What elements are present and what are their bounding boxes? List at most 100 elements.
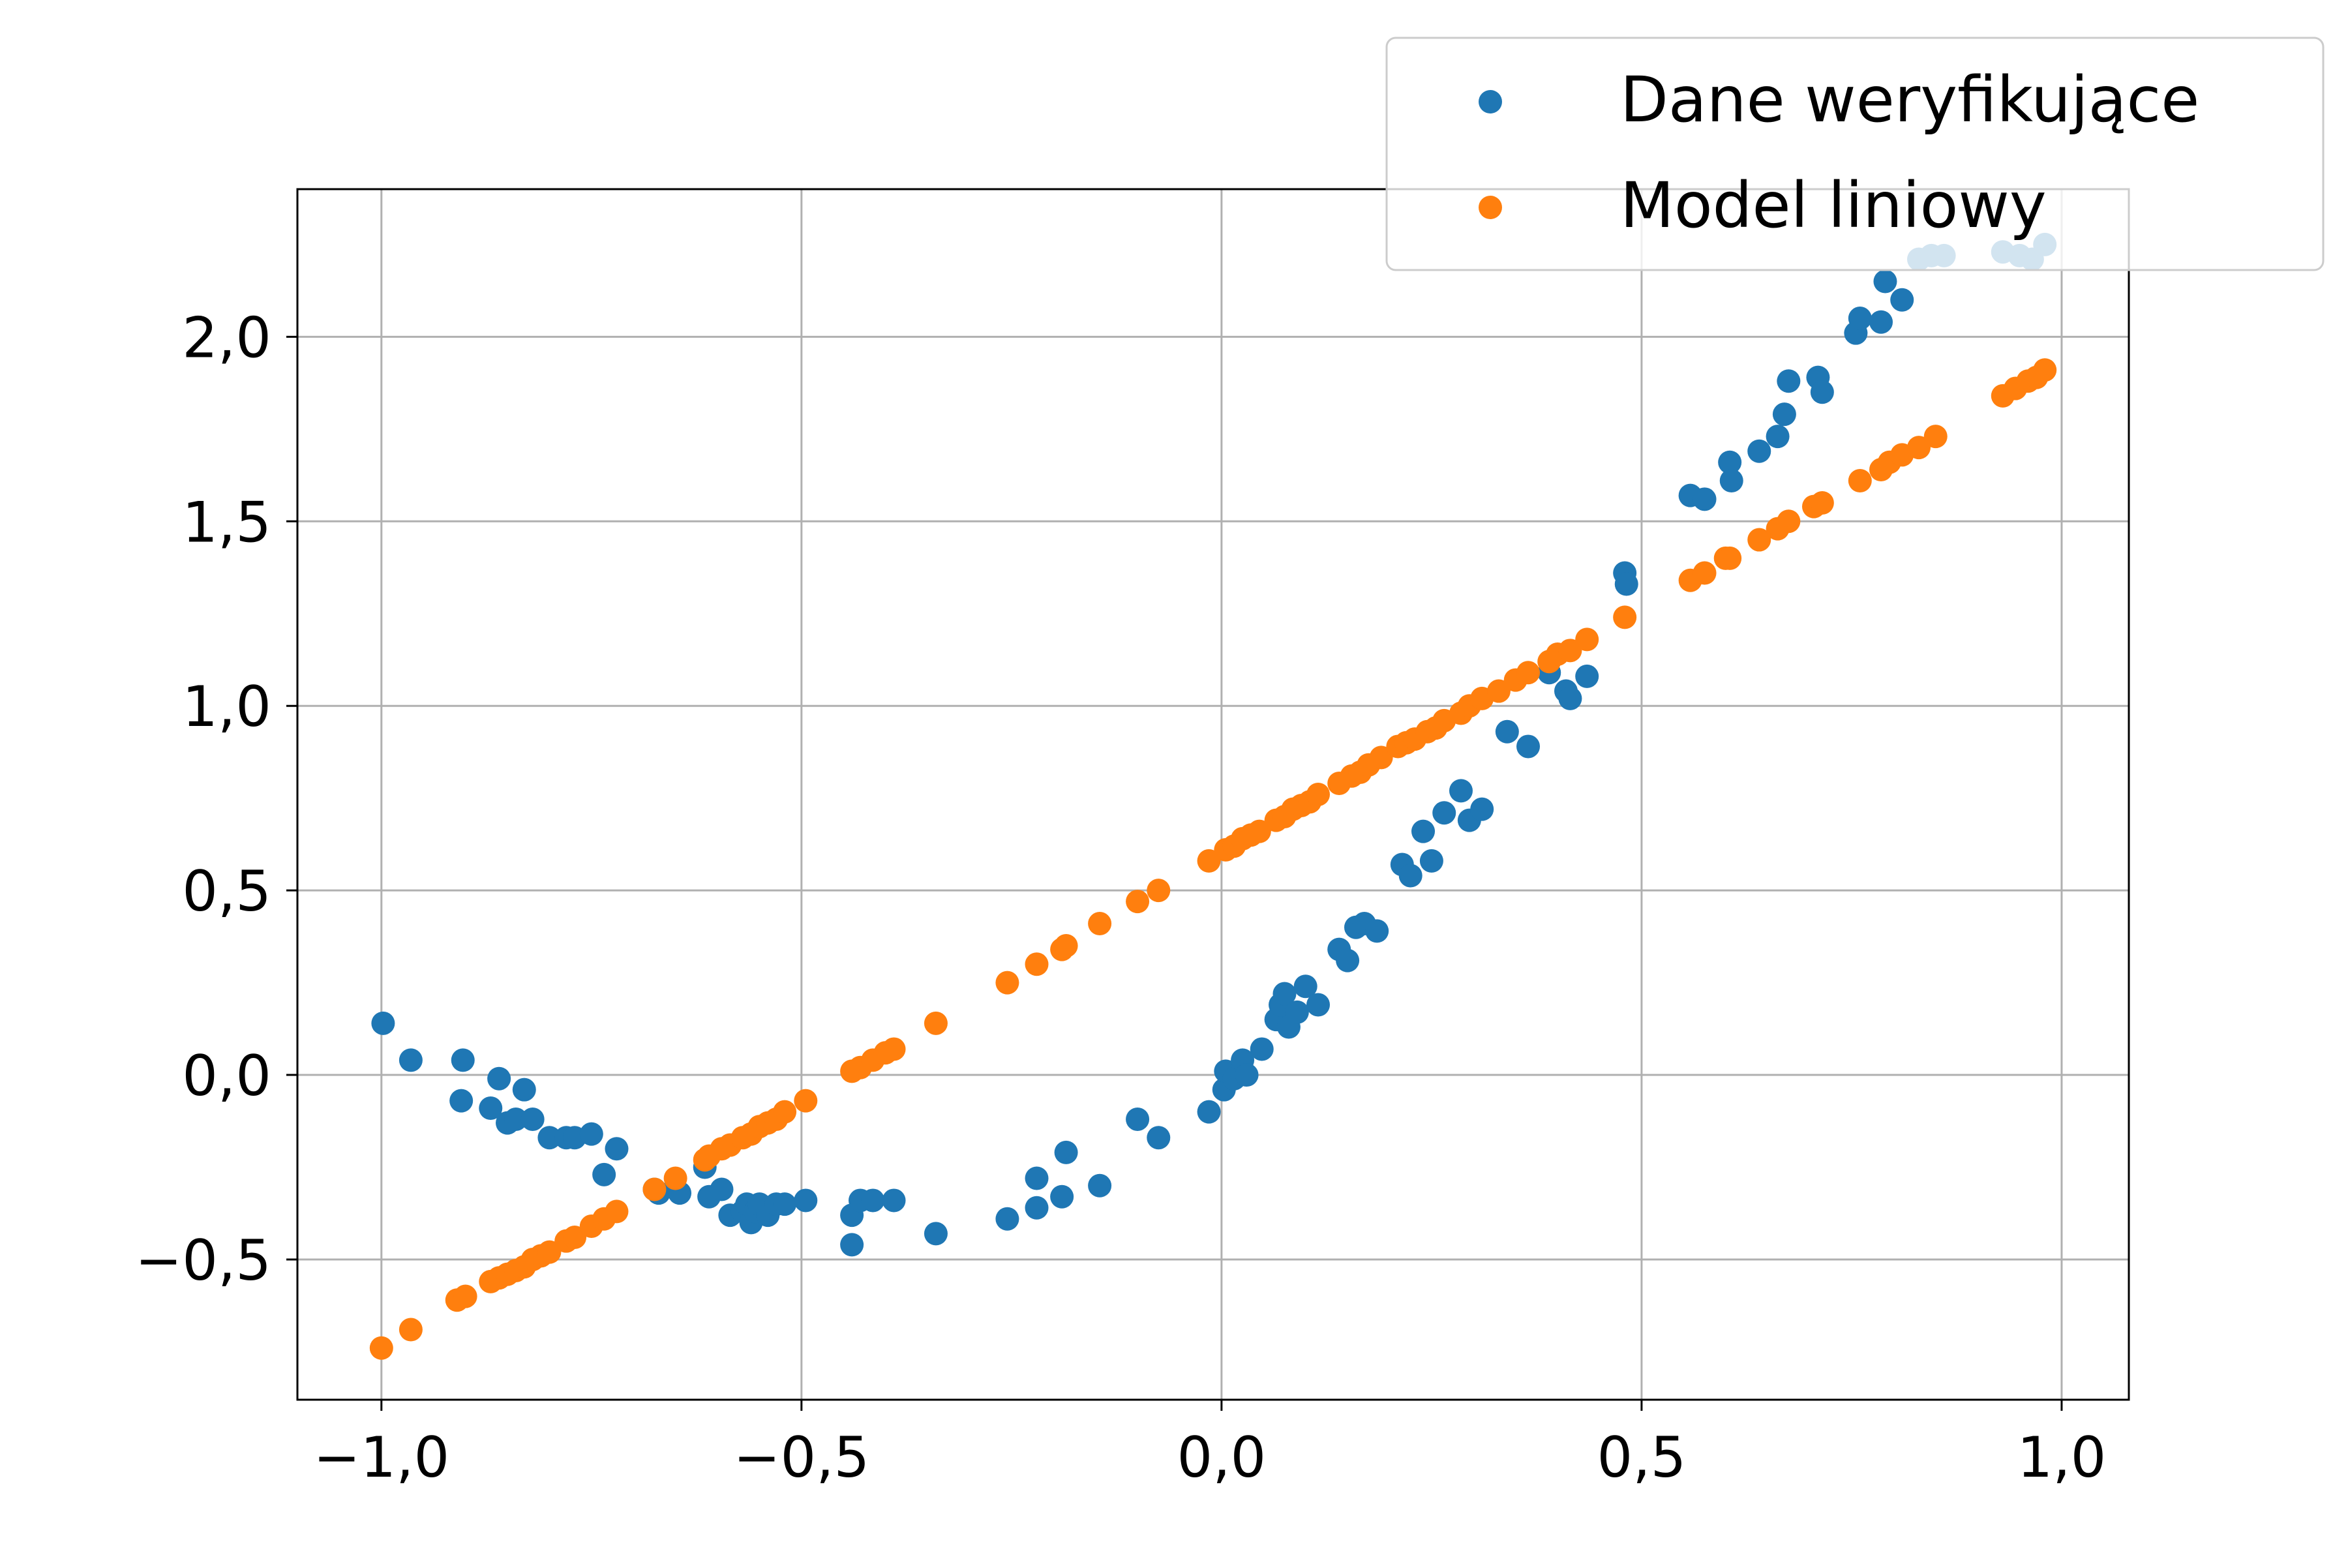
data-point — [579, 1122, 603, 1146]
data-point — [1272, 982, 1297, 1006]
data-point — [504, 1107, 528, 1131]
data-point — [1777, 369, 1801, 393]
data-point — [371, 1011, 395, 1035]
legend-marker-model-liniowy — [1479, 196, 1502, 219]
data-point — [1486, 679, 1511, 703]
data-point — [1306, 993, 1331, 1017]
x-tick-label: 0,0 — [1177, 1425, 1266, 1490]
data-point — [1147, 1126, 1171, 1150]
data-points — [369, 232, 2057, 1360]
y-tick-label: −0,5 — [135, 1228, 271, 1293]
data-point — [1693, 487, 1717, 511]
data-point — [1613, 605, 1637, 629]
data-point — [1766, 425, 1790, 449]
data-point — [1285, 1000, 1309, 1024]
data-point — [882, 1188, 906, 1213]
data-point — [1516, 734, 1541, 759]
data-point — [1575, 627, 1599, 652]
y-tick-label: 1,0 — [182, 674, 271, 740]
series-1-points — [369, 358, 2057, 1360]
series-0-points — [371, 232, 2057, 1257]
data-point — [1088, 912, 1112, 936]
legend: Dane weryfikujące Model liniowy — [1385, 37, 2325, 271]
data-point — [924, 1011, 948, 1035]
x-tick-label: 0,5 — [1597, 1425, 1687, 1490]
data-point — [1810, 490, 1834, 515]
data-point — [399, 1048, 423, 1072]
data-point — [1054, 934, 1078, 957]
data-point — [1718, 450, 1742, 474]
data-point — [592, 1162, 616, 1186]
data-point — [1293, 974, 1317, 999]
data-point — [512, 1078, 536, 1102]
data-point — [1747, 439, 1771, 463]
data-point — [1614, 572, 1638, 596]
data-point — [1126, 890, 1150, 914]
data-point — [1126, 1107, 1150, 1131]
data-point — [399, 1318, 423, 1342]
data-point — [537, 1240, 562, 1264]
data-point — [1088, 1173, 1112, 1198]
data-point — [1147, 879, 1171, 903]
data-point — [1693, 561, 1717, 585]
data-point — [1411, 819, 1436, 843]
data-point — [1719, 469, 1743, 493]
data-point — [1747, 528, 1771, 552]
data-point — [1050, 1184, 1074, 1209]
data-point — [1365, 919, 1389, 943]
data-point — [1197, 1100, 1221, 1124]
data-point — [1235, 1063, 1259, 1087]
data-point — [1558, 686, 1582, 710]
data-point — [882, 1037, 906, 1061]
x-tick-label: 1,0 — [2017, 1425, 2107, 1490]
data-point — [1810, 380, 1834, 404]
data-point — [1449, 779, 1473, 803]
data-point — [642, 1177, 667, 1201]
legend-frame — [1385, 37, 2325, 271]
data-point — [773, 1192, 797, 1216]
data-point — [995, 1207, 1019, 1231]
plot-frame — [296, 188, 2130, 1401]
data-point — [1772, 402, 1796, 427]
data-point — [794, 1089, 818, 1113]
data-point — [1869, 310, 1893, 334]
data-point — [1470, 797, 1494, 821]
data-point — [1025, 952, 1049, 976]
data-point — [1873, 269, 1897, 294]
data-point — [995, 971, 1019, 995]
data-point — [1777, 509, 1801, 534]
data-point — [1575, 664, 1599, 688]
data-point — [605, 1199, 629, 1224]
y-tick-label: 0,5 — [182, 859, 271, 924]
data-point — [479, 1096, 503, 1120]
data-point — [1890, 288, 1914, 312]
y-tick-label: 1,5 — [182, 490, 271, 555]
data-point — [451, 1048, 475, 1072]
data-point — [1906, 436, 1931, 460]
data-point — [1558, 639, 1582, 663]
data-point — [369, 1336, 393, 1360]
data-point — [773, 1100, 797, 1124]
data-point — [1848, 469, 1872, 493]
data-point — [1250, 1037, 1274, 1061]
data-point — [449, 1089, 474, 1113]
data-point — [1025, 1166, 1049, 1190]
data-point — [710, 1177, 734, 1201]
y-axis: −0,5 0,0 0,5 1,0 1,5 2,0 — [135, 305, 297, 1293]
data-point — [537, 1126, 562, 1150]
data-point — [1306, 783, 1331, 806]
data-point — [2033, 358, 2057, 382]
data-point — [453, 1284, 477, 1308]
data-point — [1718, 546, 1742, 570]
legend-marker-dane-weryfikujace — [1479, 90, 1502, 113]
data-point — [1054, 1140, 1078, 1164]
data-point — [1432, 801, 1456, 825]
data-point — [520, 1107, 545, 1131]
data-point — [1398, 864, 1422, 888]
y-tick-label: 0,0 — [182, 1044, 271, 1109]
x-tick-label: −0,5 — [733, 1425, 869, 1490]
data-point — [1923, 425, 1948, 449]
data-point — [861, 1188, 885, 1213]
